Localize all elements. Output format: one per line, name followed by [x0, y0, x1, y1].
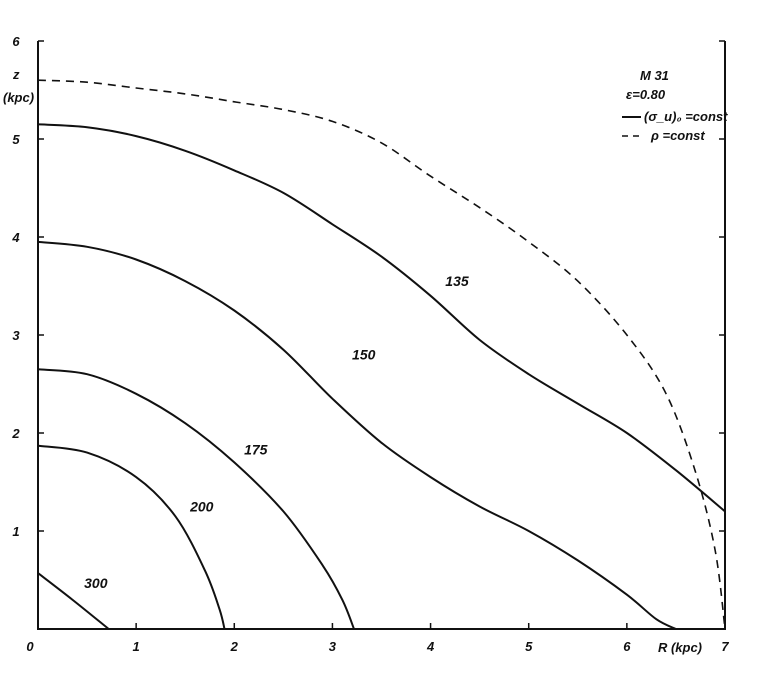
legend: M 31 ε=0.80 (σ_u)₀ =const ρ =const: [622, 68, 728, 143]
contour-label-200: 200: [189, 498, 214, 514]
y-tick-label-1: 1: [12, 524, 19, 539]
density-contour-line: [37, 79, 726, 630]
x-tick-label-0: 0: [26, 639, 34, 654]
y-tick-label-6: 6: [12, 34, 20, 49]
x-tick-label-2: 2: [230, 639, 239, 654]
tick-marks: [37, 40, 726, 629]
contour-label-135: 135: [445, 273, 469, 289]
chart-subtitle: ε=0.80: [626, 87, 666, 102]
x-tick-label-4: 4: [426, 639, 435, 654]
chart-title: M 31: [640, 68, 669, 83]
x-tick-label-7: 7: [721, 639, 729, 654]
dispersion-contour-200: [37, 444, 226, 630]
curve-labels: 300 200 175 150 135: [84, 273, 469, 591]
dispersion-contour-135: [37, 123, 726, 513]
contour-label-175: 175: [244, 442, 268, 458]
tick-labels: 0 1 2 3 4 5 6 7 1 2 3 4 5 6: [11, 34, 729, 654]
dispersion-contour-150: [37, 240, 677, 630]
legend-solid-label: (σ_u)₀ =const: [644, 109, 728, 124]
contour-label-300: 300: [84, 575, 108, 591]
y-tick-label-3: 3: [12, 328, 20, 343]
x-tick-label-5: 5: [525, 639, 533, 654]
x-axis-label: R (kpc): [658, 640, 702, 655]
legend-dashed-label: ρ =const: [650, 128, 705, 143]
y-axis-unit: (kpc): [3, 90, 34, 105]
y-tick-label-5: 5: [12, 132, 20, 147]
contour-label-150: 150: [352, 347, 376, 363]
x-tick-label-3: 3: [329, 639, 337, 654]
dispersion-contour-300: [37, 572, 110, 630]
dispersion-contour-175: [37, 368, 355, 630]
y-tick-label-2: 2: [11, 426, 20, 441]
y-axis-label: z: [12, 67, 20, 82]
y-tick-label-4: 4: [11, 230, 20, 245]
series-layer: [37, 79, 726, 630]
x-tick-label-1: 1: [133, 639, 140, 654]
x-tick-label-6: 6: [623, 639, 631, 654]
